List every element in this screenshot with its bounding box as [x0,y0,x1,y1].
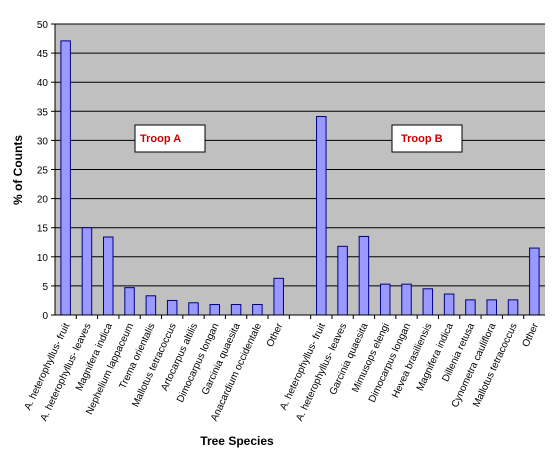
bar [81,227,93,316]
bar [316,116,327,316]
bar [166,299,178,316]
bar [145,295,157,316]
troop-a-label: Troop A [140,133,181,145]
y-tick-label: 20 [37,195,49,206]
y-tick-label: 15 [37,224,49,235]
x-tick-label: Other [265,321,286,349]
troop-b-label: Troop B [401,133,443,145]
bar [60,40,71,316]
y-axis-title: % of Counts [11,135,25,205]
troop-b-label-box: Troop B [391,124,463,153]
bar [337,245,348,316]
y-tick-labels: 0 5 10 15 20 25 30 35 40 45 50 [37,20,55,322]
bar [401,283,412,316]
bar [422,288,434,316]
y-tick-label: 45 [37,49,49,60]
gridlines [55,23,545,287]
y-tick-label: 50 [37,20,49,31]
bar [529,247,540,316]
x-axis-title: Tree Species [200,434,274,448]
y-tick-label: 0 [42,311,48,322]
y-tick-label: 5 [42,282,48,293]
x-tick-label: Other [521,321,542,349]
bar [507,299,519,316]
y-tick-label: 10 [37,253,49,264]
troop-a-label-box: Troop A [134,124,206,153]
bar [379,283,391,316]
bar [103,236,114,316]
y-tick-label: 35 [37,107,49,118]
bar [252,304,263,316]
y-tick-label: 25 [37,166,49,177]
bar [230,304,242,316]
bar [273,277,284,316]
bar [188,302,199,316]
bar [486,299,497,316]
bar [443,293,455,316]
bar [465,299,476,316]
bar [209,304,221,316]
y-tick-label: 40 [37,78,49,89]
y-tick-label: 30 [37,136,49,147]
bar [124,287,135,316]
bar [358,235,370,316]
